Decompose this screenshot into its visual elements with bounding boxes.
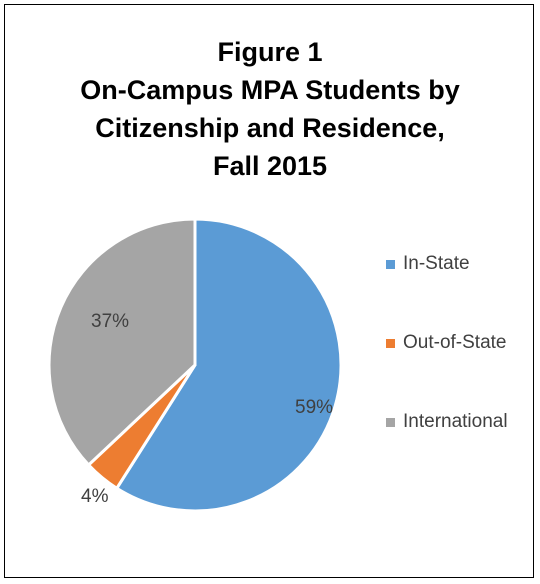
- legend-label-in-state: In-State: [403, 253, 470, 274]
- chart-title-line-1: Figure 1: [217, 37, 323, 67]
- legend-swatch-out-of-state: [386, 338, 395, 348]
- chart-title-line-2: On-Campus MPA Students by: [80, 75, 460, 105]
- data-label-international: 37%: [91, 311, 129, 332]
- chart-title-line-3: Citizenship and Residence,: [95, 113, 445, 143]
- legend-label-international: International: [403, 411, 508, 432]
- data-label-out-of-state: 4%: [81, 486, 109, 507]
- pie-slice-in-state: [114, 217, 343, 513]
- legend-swatch-international: [386, 417, 395, 427]
- pie-chart: 59% 4% 37%: [47, 217, 343, 513]
- legend-swatch-in-state: [386, 259, 395, 269]
- pie-slices: [47, 217, 343, 513]
- legend-label-out-of-state: Out-of-State: [403, 332, 507, 353]
- pie-data-labels: 59% 4% 37%: [81, 311, 333, 507]
- chart-frame: Figure 1 On-Campus MPA Students by Citiz…: [4, 4, 534, 578]
- legend-item-in-state: In-State: [386, 253, 470, 275]
- legend-item-international: International: [386, 411, 508, 433]
- pie-slice-international: [47, 217, 197, 468]
- chart-title-line-4: Fall 2015: [212, 151, 328, 181]
- data-label-in-state: 59%: [295, 397, 333, 418]
- chart-title: Figure 1 On-Campus MPA Students by Citiz…: [5, 33, 535, 185]
- legend-item-out-of-state: Out-of-State: [386, 332, 507, 354]
